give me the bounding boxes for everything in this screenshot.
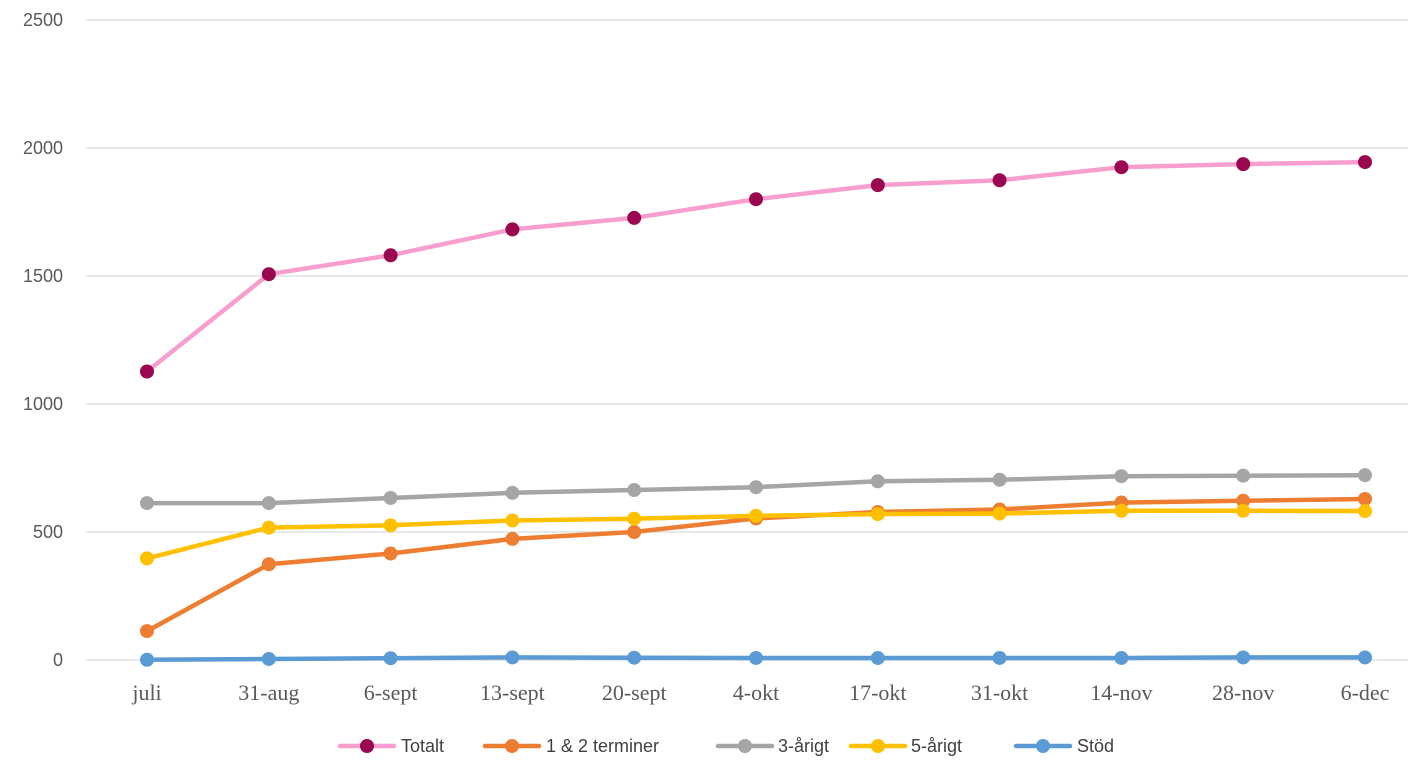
data-point <box>261 496 276 511</box>
data-point <box>870 507 885 522</box>
data-point <box>140 364 154 379</box>
legend-label: 5-årigt <box>911 736 962 756</box>
data-point <box>383 651 398 666</box>
legend-marker <box>505 739 519 753</box>
data-point <box>627 511 642 526</box>
data-point <box>992 650 1007 665</box>
data-point <box>1358 650 1372 665</box>
data-point <box>992 173 1007 188</box>
legend-item: 1 & 2 terminer <box>482 736 659 756</box>
legend-marker <box>738 739 752 753</box>
x-tick-label: juli <box>131 680 161 705</box>
data-point <box>1114 160 1129 175</box>
x-tick-label: 13-sept <box>480 680 545 705</box>
x-tick-label: 6-dec <box>1341 680 1390 705</box>
data-point <box>140 624 154 639</box>
series-group <box>140 155 1372 667</box>
y-axis-ticks: 0 500 1000 1500 2000 2500 <box>23 10 63 670</box>
data-point <box>140 652 154 667</box>
legend-item: 5-årigt <box>848 736 962 756</box>
data-point <box>1114 469 1129 484</box>
series-totalt <box>140 155 1372 379</box>
legend-marker <box>1036 739 1050 753</box>
data-point <box>1358 504 1372 519</box>
data-point <box>870 178 885 193</box>
data-point <box>505 485 520 500</box>
legend-label: 3-årigt <box>778 736 829 756</box>
legend-marker <box>871 739 885 753</box>
data-point <box>1236 503 1251 518</box>
x-tick-label: 31-okt <box>971 680 1028 705</box>
data-point <box>992 506 1007 521</box>
legend-item: Stöd <box>1013 736 1114 756</box>
data-point <box>383 546 398 561</box>
data-point <box>1236 650 1251 665</box>
data-point <box>627 210 642 225</box>
data-point <box>1114 650 1129 665</box>
data-point <box>1236 493 1251 508</box>
x-tick-label: 4-okt <box>733 680 779 705</box>
data-point <box>1236 468 1251 483</box>
series-5-årigt <box>140 503 1372 566</box>
x-tick-label: 14-nov <box>1090 680 1152 705</box>
x-tick-label: 31-aug <box>238 680 299 705</box>
legend-marker <box>360 739 374 753</box>
x-tick-label: 6-sept <box>364 680 418 705</box>
legend: Totalt 1 & 2 terminer 3-årigt 5-årigt Stöd <box>337 736 1114 756</box>
x-tick-label: 17-okt <box>849 680 906 705</box>
legend-item: 3-årigt <box>715 736 829 756</box>
data-point <box>870 474 885 489</box>
gridlines <box>86 19 1408 661</box>
x-tick-label: 20-sept <box>602 680 667 705</box>
data-point <box>992 472 1007 487</box>
data-point <box>383 518 398 533</box>
legend-label: Totalt <box>401 736 444 756</box>
data-point <box>749 480 763 495</box>
data-point <box>627 483 642 498</box>
data-point <box>749 650 763 665</box>
data-point <box>1358 155 1372 170</box>
series-stöd <box>140 650 1372 667</box>
legend-label: Stöd <box>1077 736 1114 756</box>
data-point <box>505 650 520 665</box>
data-point <box>505 513 520 528</box>
legend-label: 1 & 2 terminer <box>546 736 659 756</box>
x-tick-label: 28-nov <box>1212 680 1274 705</box>
data-point <box>505 222 520 237</box>
y-tick-label: 2500 <box>23 10 63 30</box>
data-point <box>505 531 520 546</box>
data-point <box>627 650 642 665</box>
data-point <box>627 525 642 539</box>
data-point <box>261 267 276 282</box>
y-tick-label: 500 <box>33 522 63 542</box>
data-point <box>1236 157 1251 172</box>
data-point <box>383 248 398 263</box>
y-tick-label: 0 <box>53 650 63 670</box>
data-point <box>1358 468 1372 483</box>
data-point <box>261 557 276 572</box>
data-point <box>870 650 885 665</box>
data-point <box>1114 503 1129 518</box>
data-point <box>140 551 154 566</box>
data-point <box>749 508 763 523</box>
data-point <box>140 496 154 511</box>
y-tick-label: 1500 <box>23 266 63 286</box>
y-tick-label: 1000 <box>23 394 63 414</box>
data-point <box>749 192 763 207</box>
series-3-årigt <box>140 468 1372 511</box>
data-point <box>261 520 276 535</box>
data-point <box>1358 491 1372 506</box>
legend-item: Totalt <box>337 736 444 756</box>
data-point <box>261 651 276 666</box>
y-tick-label: 2000 <box>23 138 63 158</box>
data-point <box>383 490 398 505</box>
x-axis-ticks: juli 31-aug 6-sept 13-sept 20-sept 4-okt 17-ok… <box>131 680 1389 705</box>
